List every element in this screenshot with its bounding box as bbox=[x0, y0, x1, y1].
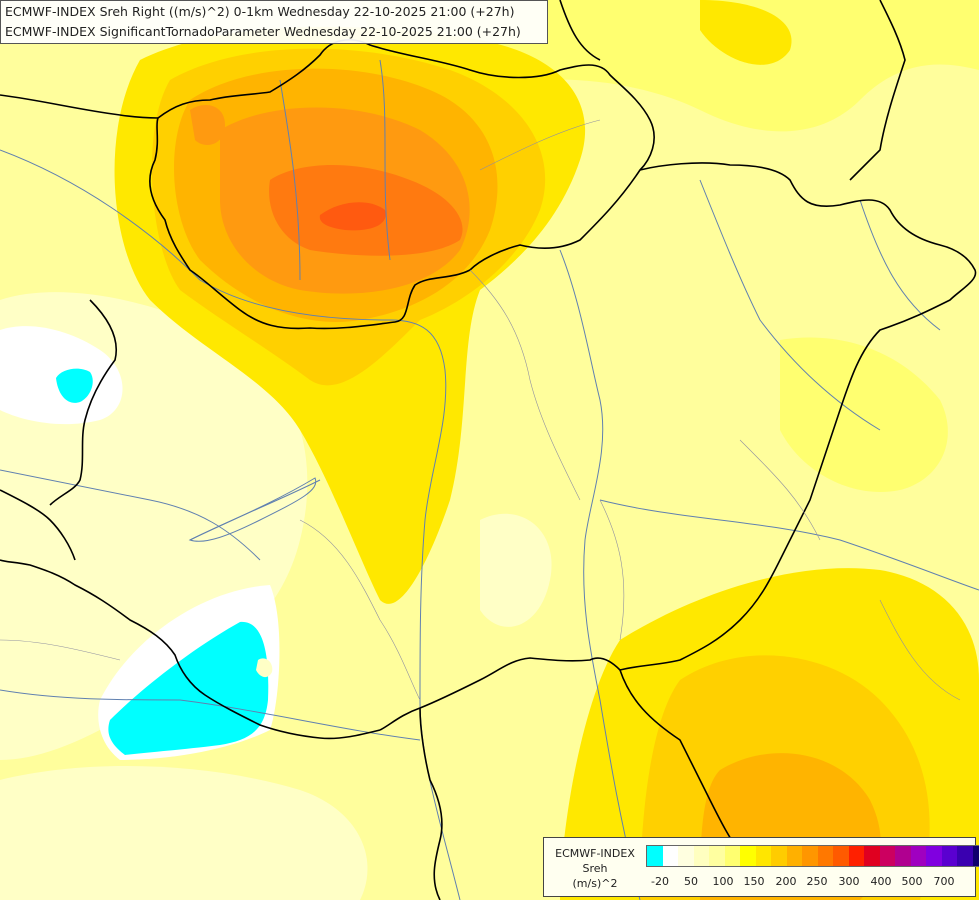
river-southwest bbox=[0, 689, 421, 741]
admin-line-1 bbox=[469, 269, 581, 501]
title-line-stp: ECMWF-INDEX SignificantTornadoParameter … bbox=[5, 24, 521, 39]
legend-swatch bbox=[817, 846, 833, 866]
border-northeast bbox=[559, 0, 601, 61]
legend-swatch bbox=[693, 846, 709, 866]
legend-title-line2: Sreh bbox=[582, 862, 608, 875]
admin-line-6 bbox=[879, 599, 961, 701]
legend-ticks: -20 50 100 150 200 250 300 400 500 700 bbox=[644, 875, 974, 891]
legend-swatch bbox=[926, 846, 942, 866]
legend-title-line1: ECMWF-INDEX bbox=[555, 847, 635, 860]
legend-swatch bbox=[709, 846, 725, 866]
legend-title: ECMWF-INDEX Sreh (m/s)^2 bbox=[548, 846, 642, 891]
border-austria-slovenia bbox=[0, 489, 76, 561]
admin-line-7 bbox=[479, 119, 601, 171]
legend-tick-label: 250 bbox=[806, 875, 828, 888]
border-croatia-serbia bbox=[0, 559, 381, 740]
river-east-2 bbox=[859, 199, 941, 331]
river-west bbox=[0, 469, 261, 561]
legend-swatch bbox=[678, 846, 694, 866]
legend-swatch bbox=[755, 846, 771, 866]
legend-swatch bbox=[910, 846, 926, 866]
legend-tick-label: 300 bbox=[838, 875, 860, 888]
legend-swatch bbox=[786, 846, 802, 866]
admin-line-3 bbox=[739, 439, 821, 541]
admin-line-5 bbox=[0, 639, 121, 661]
field-orange-west-blob bbox=[190, 105, 225, 145]
lake-balaton bbox=[188, 477, 317, 542]
title-box: ECMWF-INDEX Sreh Right ((m/s)^2) 0-1km W… bbox=[0, 0, 548, 44]
legend-swatch bbox=[941, 846, 957, 866]
legend-swatch bbox=[972, 846, 979, 866]
legend-swatch bbox=[802, 846, 818, 866]
field-red-orange bbox=[319, 202, 386, 231]
legend-swatch bbox=[957, 846, 973, 866]
border-serbia-croatia-south bbox=[419, 707, 443, 900]
field-light-east bbox=[780, 337, 948, 492]
river-north-2 bbox=[379, 59, 391, 261]
admin-line-4 bbox=[299, 519, 421, 701]
legend-title-line3: (m/s)^2 bbox=[572, 877, 618, 890]
legend-swatch bbox=[848, 846, 864, 866]
river-north-1 bbox=[279, 79, 301, 281]
legend-tick-label: -20 bbox=[651, 875, 669, 888]
legend-tick-label: 150 bbox=[743, 875, 765, 888]
legend-swatch bbox=[647, 846, 663, 866]
legend-swatch bbox=[879, 846, 895, 866]
legend-tick-label: 500 bbox=[901, 875, 923, 888]
field-pale-southwest bbox=[0, 766, 368, 900]
legend-swatch bbox=[833, 846, 849, 866]
legend-swatch bbox=[771, 846, 787, 866]
legend-swatch bbox=[724, 846, 740, 866]
legend-swatch bbox=[895, 846, 911, 866]
legend-swatch bbox=[662, 846, 678, 866]
field-pale-island bbox=[256, 658, 273, 678]
legend-tick-label: 200 bbox=[775, 875, 797, 888]
legend-swatch bbox=[740, 846, 756, 866]
legend-tick-label: 400 bbox=[870, 875, 892, 888]
gridline-layer bbox=[0, 119, 961, 701]
legend-swatch bbox=[864, 846, 880, 866]
title-line-sreh: ECMWF-INDEX Sreh Right ((m/s)^2) 0-1km W… bbox=[5, 4, 515, 19]
field-cyan-southwest bbox=[108, 621, 269, 755]
legend-swatches bbox=[646, 845, 979, 867]
border-north bbox=[0, 94, 159, 119]
border-east-romania bbox=[849, 0, 906, 181]
river-east-1 bbox=[699, 179, 881, 431]
legend-tick-label: 700 bbox=[933, 875, 955, 888]
legend-tick-label: 100 bbox=[712, 875, 734, 888]
river-south-1 bbox=[599, 499, 979, 591]
admin-line-2 bbox=[599, 499, 625, 641]
legend-tick-label: 50 bbox=[684, 875, 698, 888]
border-austria-hungary bbox=[49, 299, 117, 506]
field-pale-center bbox=[480, 513, 552, 627]
river-tisza bbox=[559, 249, 641, 900]
field-yellow-ne bbox=[700, 0, 792, 65]
border-ukraine-romania bbox=[379, 162, 977, 731]
color-legend: ECMWF-INDEX Sreh (m/s)^2 -20 50 100 150 200 2… bbox=[543, 837, 979, 897]
field-cyan-west bbox=[56, 368, 93, 403]
